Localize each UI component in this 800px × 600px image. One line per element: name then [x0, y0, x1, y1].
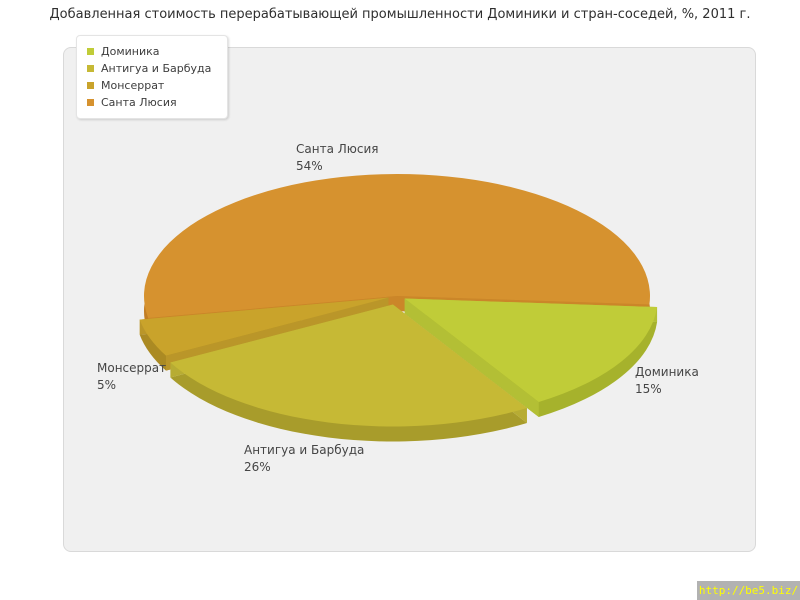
pie-slice-2[interactable]: [139, 297, 389, 356]
slice-label-dominica: Доминика 15%: [635, 364, 699, 398]
legend-label: Доминика: [101, 45, 160, 58]
legend-swatch-santa-lucia: [87, 99, 94, 106]
legend-label: Монсеррат: [101, 79, 165, 92]
slice-label-name: Антигуа и Барбуда: [244, 443, 365, 457]
chart-title: Добавленная стоимость перерабатывающей п…: [49, 7, 751, 22]
slice-label-antigua: Антигуа и Барбуда 26%: [244, 442, 364, 476]
legend-label: Антигуа и Барбуда: [101, 62, 212, 75]
legend-item-santa-lucia[interactable]: Санта Люсия: [87, 94, 211, 111]
slice-label-pct: 26%: [244, 460, 271, 474]
slice-label-name: Санта Люсия: [296, 142, 379, 156]
slice-label-name: Монсеррат: [97, 361, 167, 375]
slice-label-monserrat: Монсеррат 5%: [97, 360, 166, 394]
pie-slice-3[interactable]: [144, 174, 650, 319]
legend-swatch-antigua: [87, 65, 94, 72]
slice-label-pct: 5%: [97, 378, 117, 392]
slice-label-pct: 54%: [296, 159, 323, 173]
slice-label-pct: 15%: [635, 382, 662, 396]
legend-item-monserrat[interactable]: Монсеррат: [87, 77, 211, 94]
legend: Доминика Антигуа и Барбуда Монсеррат Сан…: [76, 35, 229, 119]
watermark-link[interactable]: http://be5.biz/: [697, 581, 800, 600]
slice-label-name: Доминика: [635, 365, 699, 379]
pie-slice-wall-0: [404, 298, 539, 418]
pie-slice-0[interactable]: [404, 298, 658, 403]
legend-item-antigua[interactable]: Антигуа и Барбуда: [87, 60, 211, 77]
slice-label-santa-lucia: Санта Люсия 54%: [296, 141, 378, 175]
legend-item-dominica[interactable]: Доминика: [87, 43, 211, 60]
pie-slice-1[interactable]: [170, 304, 527, 427]
legend-swatch-monserrat: [87, 82, 94, 89]
legend-swatch-dominica: [87, 48, 94, 55]
legend-label: Санта Люсия: [101, 96, 177, 109]
